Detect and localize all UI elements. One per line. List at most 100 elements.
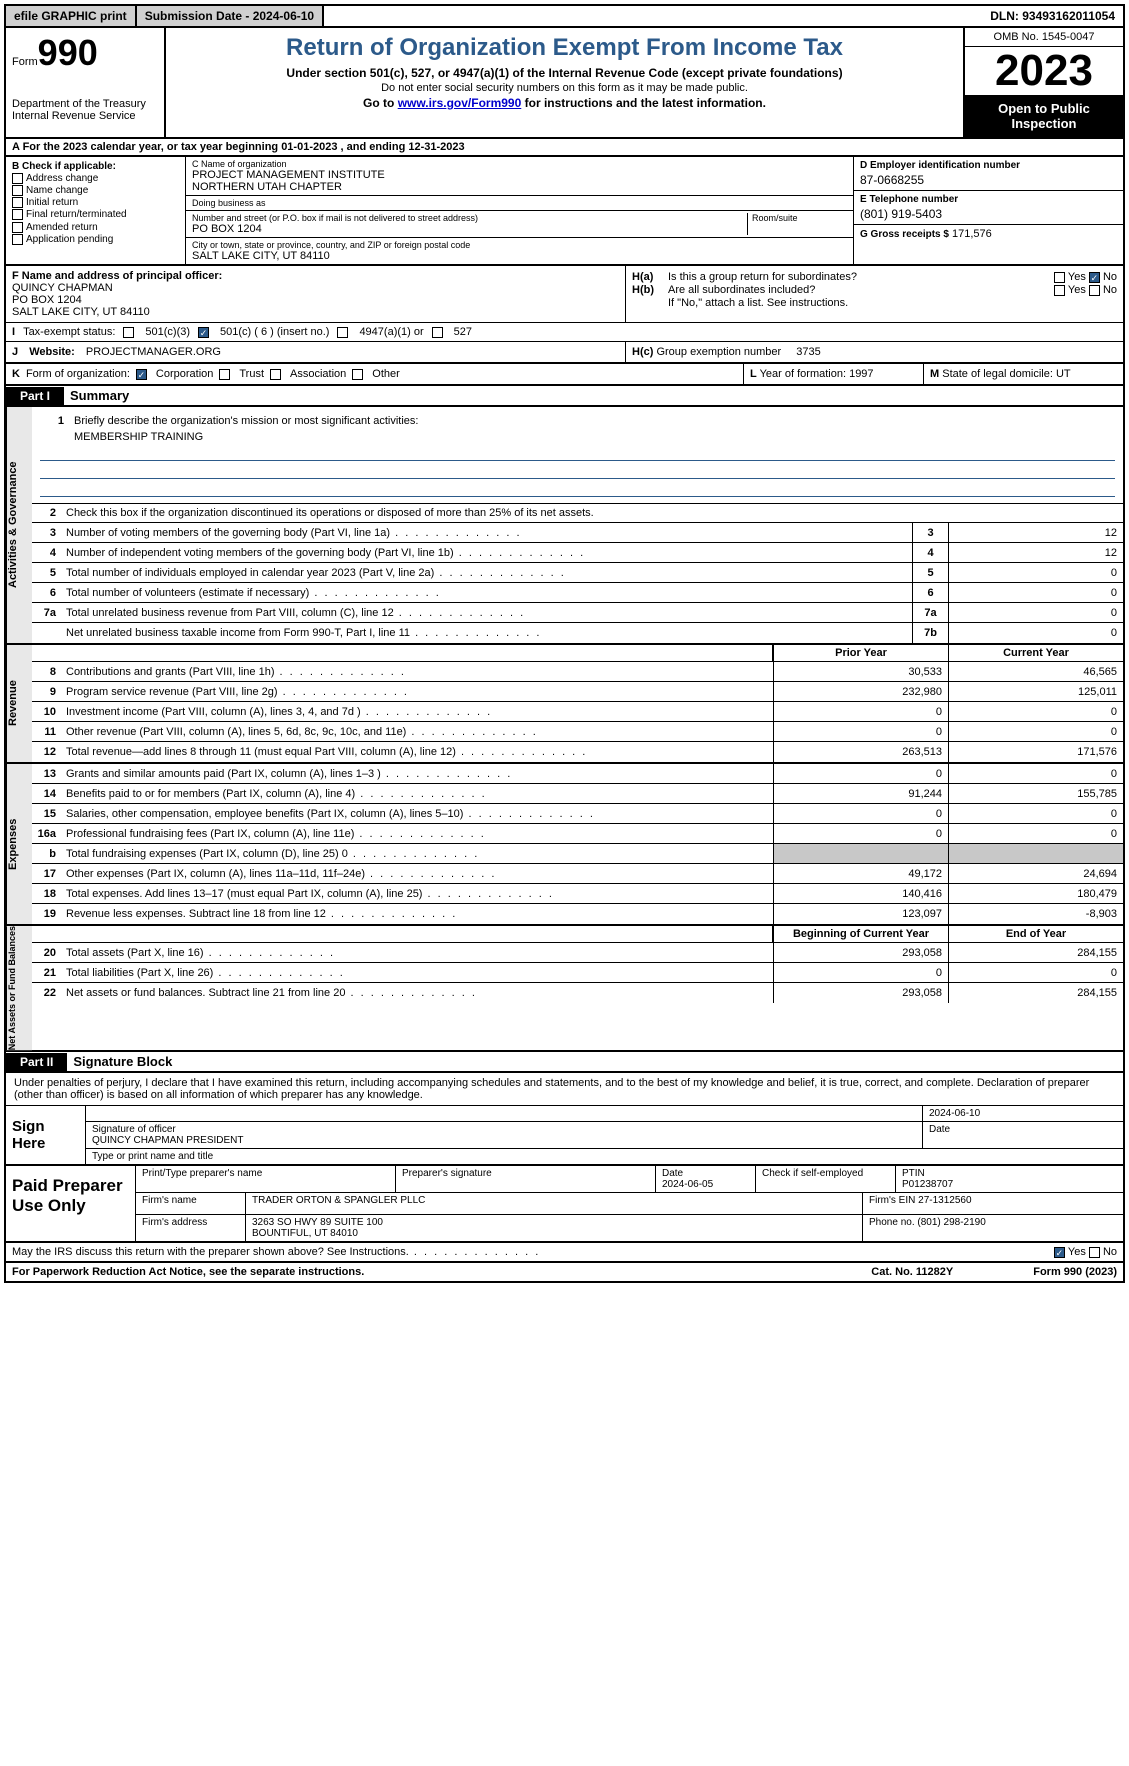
hdr-begin-year: Beginning of Current Year xyxy=(773,926,948,942)
current-value: 155,785 xyxy=(948,784,1123,803)
chk-4947[interactable] xyxy=(337,327,348,338)
vtab-expenses: Expenses xyxy=(6,764,32,924)
firm-addr1: 3263 SO HWY 89 SUITE 100 xyxy=(252,1217,383,1228)
prior-value: 91,244 xyxy=(773,784,948,803)
line-text: Salaries, other compensation, employee b… xyxy=(62,806,773,822)
prior-value: 0 xyxy=(773,804,948,823)
section-fh: F Name and address of principal officer:… xyxy=(6,266,1123,323)
col-f-officer: F Name and address of principal officer:… xyxy=(6,266,626,322)
current-value: 284,155 xyxy=(948,943,1123,962)
dln: DLN: 93493162011054 xyxy=(982,6,1123,26)
prior-value: 293,058 xyxy=(773,983,948,1003)
vtab-net-assets: Net Assets or Fund Balances xyxy=(6,926,32,1050)
current-value: 0 xyxy=(948,764,1123,783)
officer-addr1: PO BOX 1204 xyxy=(12,294,619,306)
prior-value: 30,533 xyxy=(773,662,948,681)
form-word: Form xyxy=(12,56,38,68)
officer-signature: QUINCY CHAPMAN PRESIDENT xyxy=(92,1135,916,1146)
officer-name: QUINCY CHAPMAN xyxy=(12,282,619,294)
line-value: 0 xyxy=(948,603,1123,622)
chk-trust[interactable] xyxy=(219,369,230,380)
ptin: P01238707 xyxy=(902,1179,953,1190)
state-domicile: State of legal domicile: UT xyxy=(942,368,1070,380)
line-text: Benefits paid to or for members (Part IX… xyxy=(62,786,773,802)
chk-other[interactable] xyxy=(352,369,363,380)
street-address: PO BOX 1204 xyxy=(192,223,747,235)
line-text: Revenue less expenses. Subtract line 18 … xyxy=(62,906,773,922)
ha-no[interactable]: ✓ xyxy=(1089,272,1100,283)
line-text: Number of voting members of the governin… xyxy=(62,525,912,541)
firm-ein: 27-1312560 xyxy=(918,1195,971,1206)
row-i-tax-exempt: I Tax-exempt status: 501(c)(3) ✓501(c) (… xyxy=(6,323,1123,342)
efile-label: efile GRAPHIC print xyxy=(6,6,137,26)
col-c-org-info: C Name of organization PROJECT MANAGEMEN… xyxy=(186,157,853,264)
net-assets-section: Net Assets or Fund Balances Beginning of… xyxy=(6,926,1123,1052)
current-value: 0 xyxy=(948,722,1123,741)
dept-treasury: Department of the Treasury Internal Reve… xyxy=(12,98,158,122)
hdr-end-year: End of Year xyxy=(948,926,1123,942)
current-value: 171,576 xyxy=(948,742,1123,762)
section-bcdefg: B Check if applicable: Address change Na… xyxy=(6,157,1123,266)
current-value: 46,565 xyxy=(948,662,1123,681)
line-text: Other revenue (Part VIII, column (A), li… xyxy=(62,724,773,740)
tax-year: 2023 xyxy=(965,47,1123,95)
col-h-group: H(a) Is this a group return for subordin… xyxy=(626,266,1123,322)
chk-assoc[interactable] xyxy=(270,369,281,380)
discuss-yes[interactable]: ✓ xyxy=(1054,1247,1065,1258)
prior-value xyxy=(773,844,948,863)
row-a-period: A For the 2023 calendar year, or tax yea… xyxy=(6,139,1123,157)
submission-date: Submission Date - 2024-06-10 xyxy=(137,6,324,26)
hb-no[interactable] xyxy=(1089,285,1100,296)
signature-declaration: Under penalties of perjury, I declare th… xyxy=(6,1073,1123,1106)
mission-text: MEMBERSHIP TRAINING xyxy=(40,431,1115,443)
sign-here-block: Sign Here 2024-06-10 Signature of office… xyxy=(6,1106,1123,1166)
city-state-zip: SALT LAKE CITY, UT 84110 xyxy=(192,250,847,262)
line-text: Total number of individuals employed in … xyxy=(62,565,912,581)
prior-value: 49,172 xyxy=(773,864,948,883)
chk-final-return[interactable]: Final return/terminated xyxy=(12,209,179,220)
current-value: 0 xyxy=(948,824,1123,843)
irs-link[interactable]: www.irs.gov/Form990 xyxy=(398,96,522,110)
chk-501c3[interactable] xyxy=(123,327,134,338)
chk-501c[interactable]: ✓ xyxy=(198,327,209,338)
firm-addr2: BOUNTIFUL, UT 84010 xyxy=(252,1228,358,1239)
chk-app-pending[interactable]: Application pending xyxy=(12,234,179,245)
chk-corp[interactable]: ✓ xyxy=(136,369,147,380)
chk-amended-return[interactable]: Amended return xyxy=(12,222,179,233)
form-ref: Form 990 (2023) xyxy=(1033,1266,1117,1278)
line-text: Total fundraising expenses (Part IX, col… xyxy=(62,846,773,862)
col-b-checkboxes: B Check if applicable: Address change Na… xyxy=(6,157,186,264)
line-value: 0 xyxy=(948,623,1123,643)
current-value: 0 xyxy=(948,804,1123,823)
org-name: PROJECT MANAGEMENT INSTITUTE NORTHERN UT… xyxy=(192,169,847,193)
sig-date: 2024-06-10 xyxy=(929,1108,980,1119)
telephone: (801) 919-5403 xyxy=(860,207,1117,221)
line-value: 0 xyxy=(948,583,1123,602)
line-text: Total unrelated business revenue from Pa… xyxy=(62,605,912,621)
ha-yes[interactable] xyxy=(1054,272,1065,283)
prior-value: 263,513 xyxy=(773,742,948,762)
chk-initial-return[interactable]: Initial return xyxy=(12,197,179,208)
current-value: 180,479 xyxy=(948,884,1123,903)
chk-address-change[interactable]: Address change xyxy=(12,173,179,184)
line-value: 12 xyxy=(948,543,1123,562)
form-title: Return of Organization Exempt From Incom… xyxy=(172,34,957,62)
chk-527[interactable] xyxy=(432,327,443,338)
cat-no: Cat. No. 11282Y xyxy=(871,1266,953,1278)
discuss-no[interactable] xyxy=(1089,1247,1100,1258)
line-text: Grants and similar amounts paid (Part IX… xyxy=(62,766,773,782)
hb-yes[interactable] xyxy=(1054,285,1065,296)
line-text: Number of independent voting members of … xyxy=(62,545,912,561)
part2-header: Part IISignature Block xyxy=(6,1052,1123,1073)
line-text: Net unrelated business taxable income fr… xyxy=(62,625,912,641)
website: PROJECTMANAGER.ORG xyxy=(86,346,221,358)
subtitle-1: Under section 501(c), 527, or 4947(a)(1)… xyxy=(172,66,957,80)
vtab-governance: Activities & Governance xyxy=(6,407,32,643)
gov-section: Activities & Governance 1Briefly describ… xyxy=(6,407,1123,645)
current-value: -8,903 xyxy=(948,904,1123,924)
prior-value: 0 xyxy=(773,702,948,721)
chk-name-change[interactable]: Name change xyxy=(12,185,179,196)
line-text: Total assets (Part X, line 16) xyxy=(62,945,773,961)
current-value: 24,694 xyxy=(948,864,1123,883)
row-klm: K Form of organization: ✓Corporation Tru… xyxy=(6,364,1123,386)
